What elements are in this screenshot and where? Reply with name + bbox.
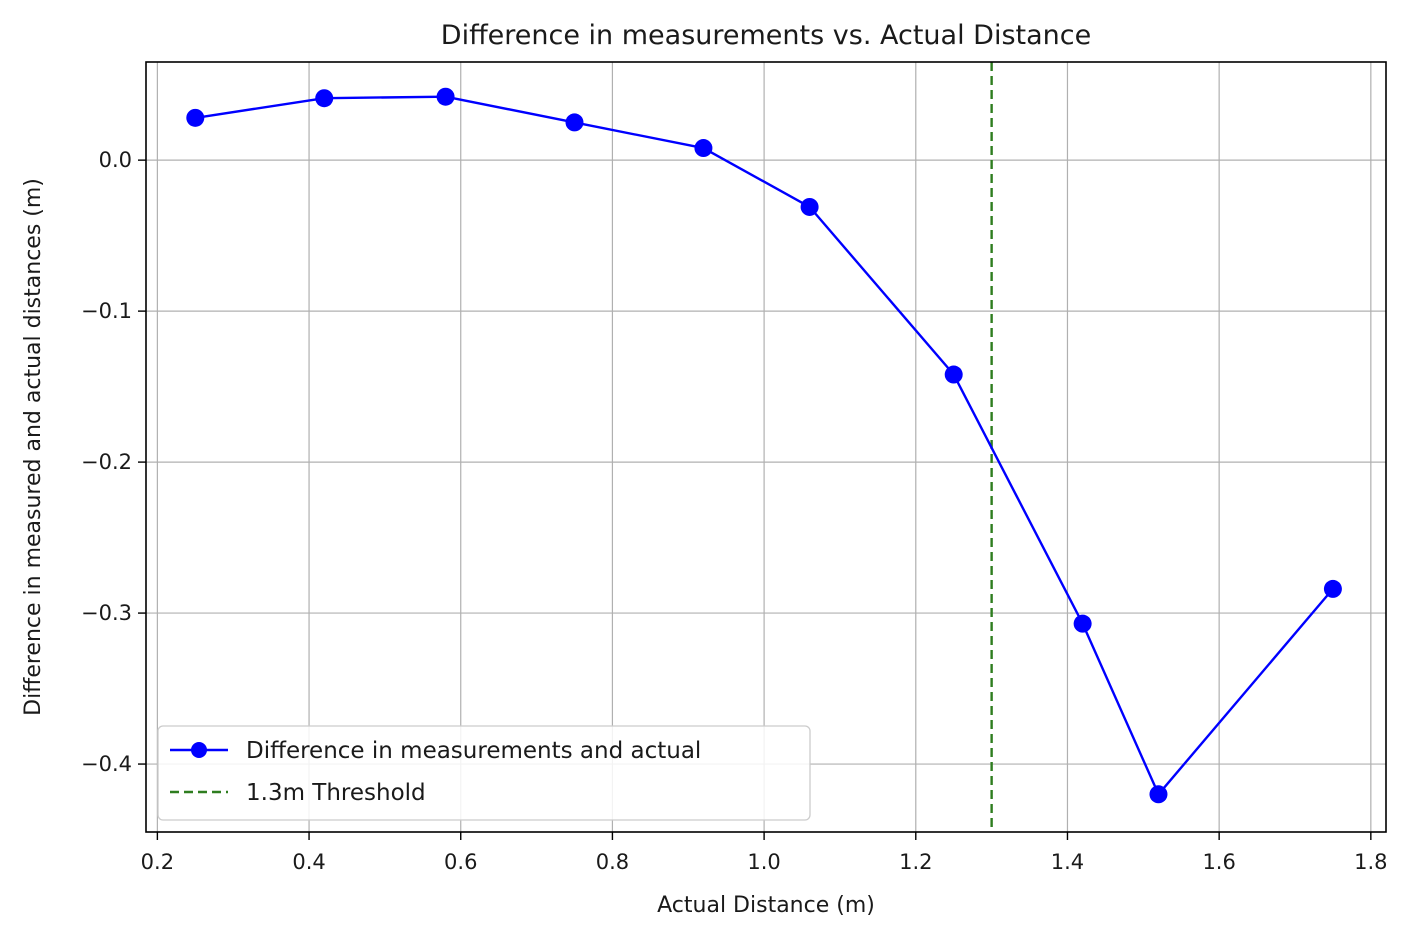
data-point (565, 113, 584, 132)
data-point (436, 87, 455, 106)
x-tick-label: 1.8 (1354, 850, 1387, 874)
data-point (315, 89, 334, 108)
chart-title: Difference in measurements vs. Actual Di… (441, 20, 1091, 51)
x-axis-title: Actual Distance (m) (657, 893, 875, 918)
y-tick-label: −0.3 (81, 601, 132, 625)
y-tick-label: 0.0 (99, 148, 132, 172)
data-point (944, 365, 963, 384)
x-tick-label: 1.0 (747, 850, 780, 874)
data-point (1323, 579, 1342, 598)
y-tick-label: −0.2 (81, 450, 132, 474)
x-tick-label: 0.6 (444, 850, 477, 874)
legend-box (157, 725, 811, 821)
plot-area-frame (145, 61, 1387, 833)
y-tick-label: −0.4 (81, 752, 132, 776)
x-tick-label: 0.8 (596, 850, 629, 874)
legend: Difference in measurements and actual 1.… (157, 725, 811, 821)
data-point (1073, 614, 1092, 633)
tick-layer: 0.2 0.4 0.6 0.8 1.0 1.2 1.4 1.6 1.8 0.0 −0.1 −0.2 −0… (81, 148, 1388, 874)
x-tick-label: 0.2 (141, 850, 174, 874)
data-point (1149, 785, 1168, 804)
series-layer (186, 87, 1342, 804)
data-point (186, 108, 205, 127)
x-tick-label: 1.4 (1051, 850, 1084, 874)
data-point (694, 139, 713, 158)
legend-series-label: Difference in measurements and actual (246, 738, 701, 764)
grid-lines (146, 62, 1386, 832)
x-tick-label: 0.4 (292, 850, 325, 874)
series-line (195, 95, 1334, 796)
y-tick-label: −0.1 (81, 299, 132, 323)
x-tick-label: 1.6 (1202, 850, 1235, 874)
data-point (800, 197, 819, 216)
legend-series-marker (191, 742, 207, 758)
y-axis-title: Difference in measured and actual distan… (21, 178, 46, 716)
x-tick-label: 1.2 (899, 850, 932, 874)
legend-threshold-label: 1.3m Threshold (246, 780, 426, 806)
